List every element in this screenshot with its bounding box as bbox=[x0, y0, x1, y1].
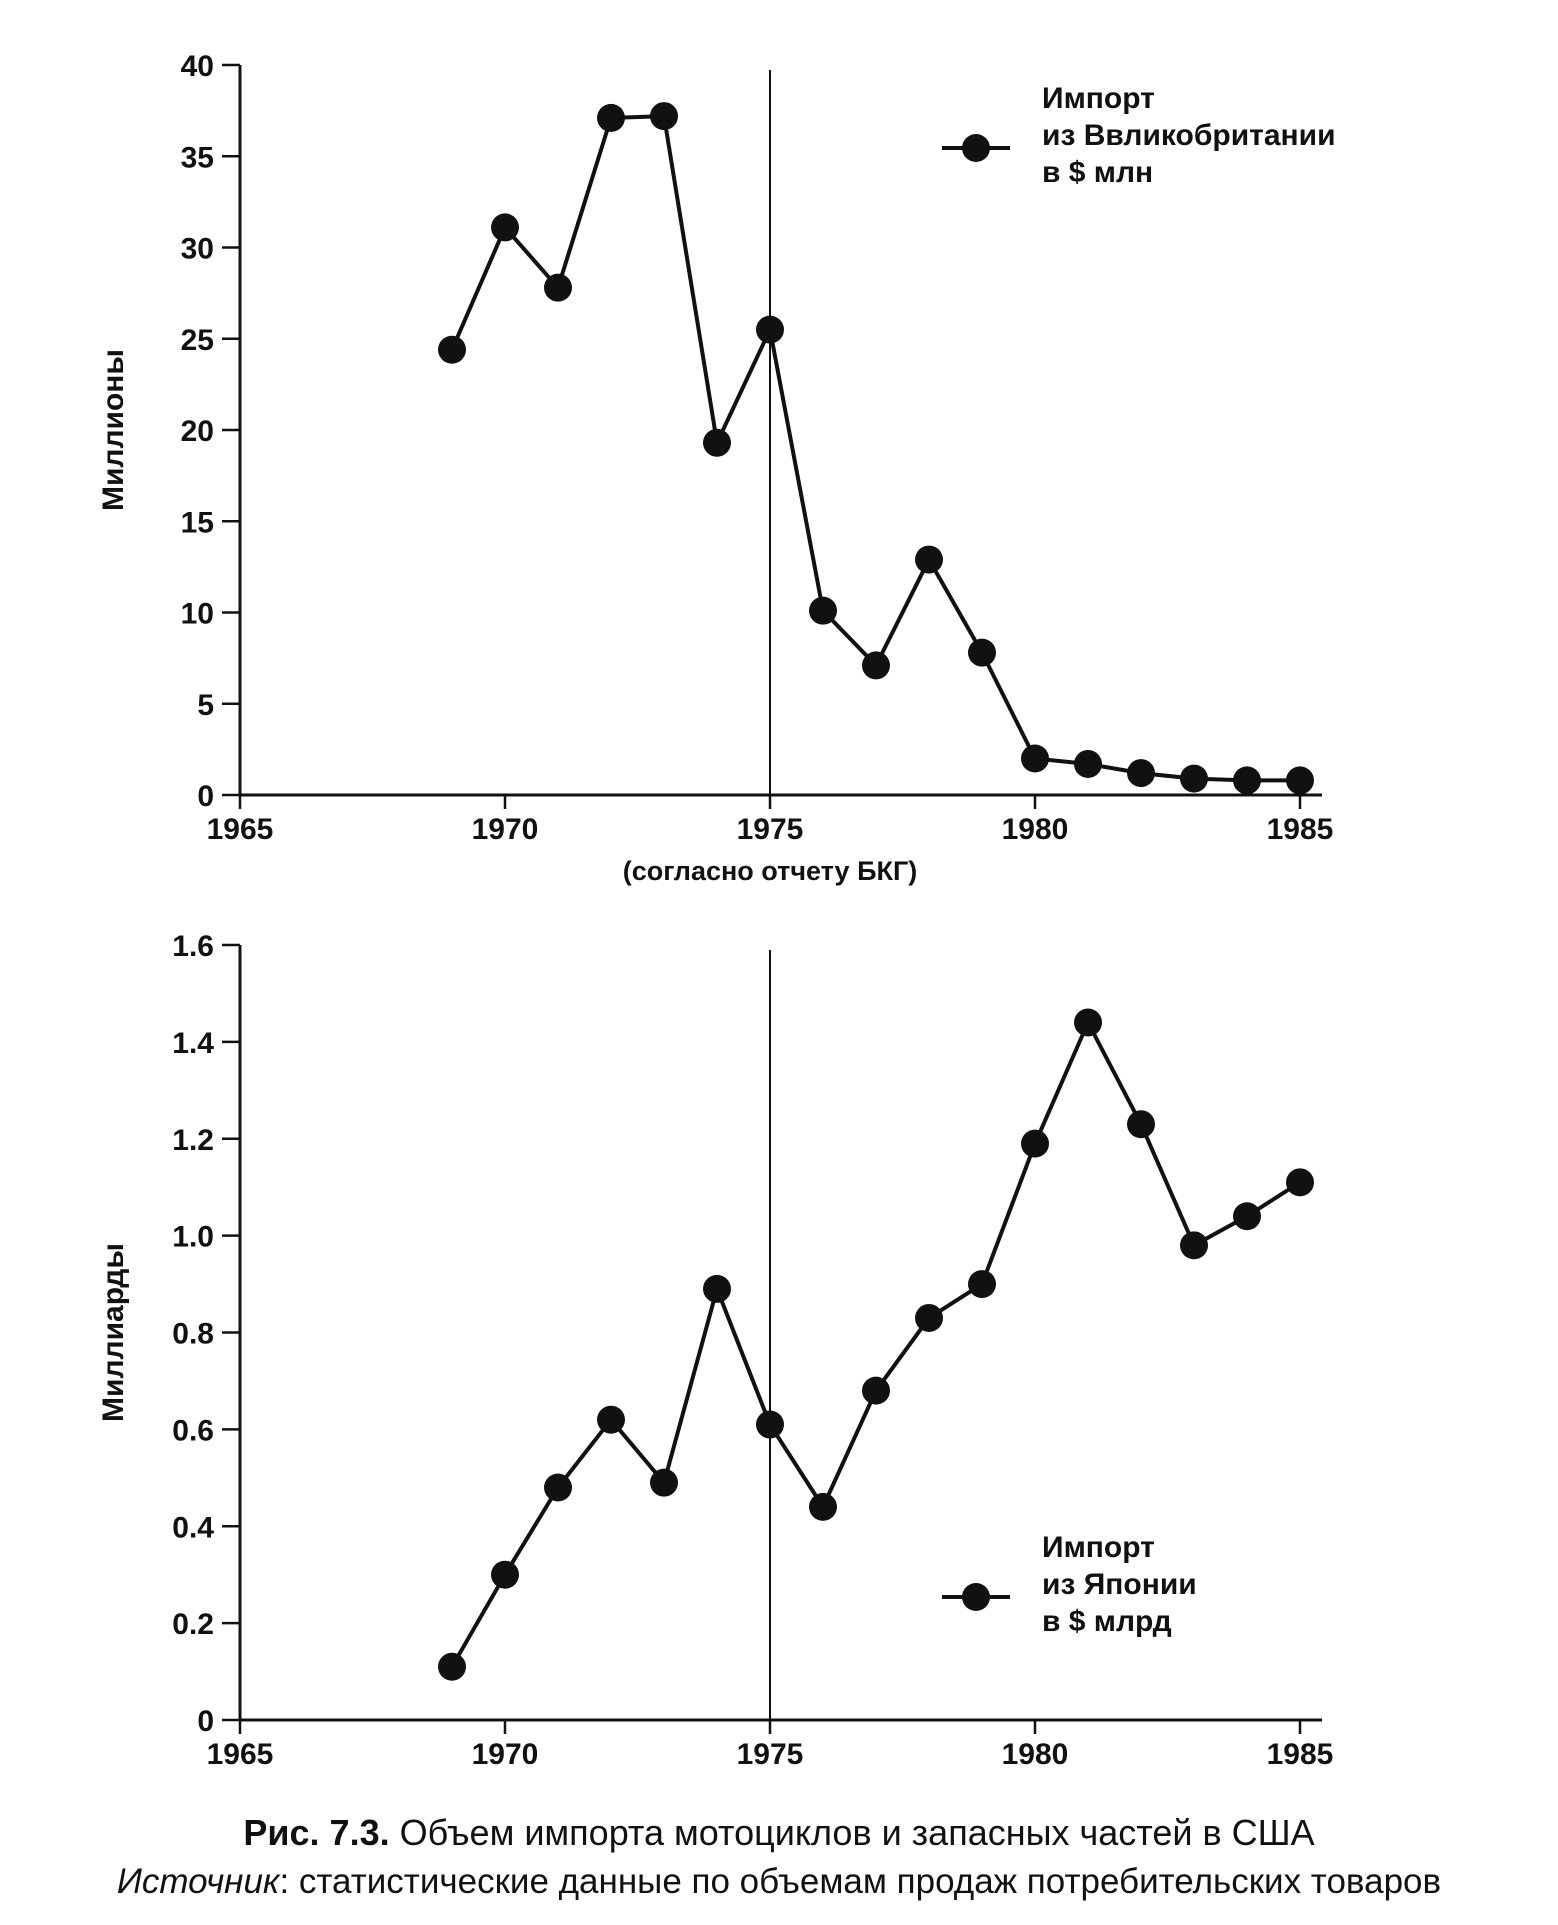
y-tick-label: 1.4 bbox=[172, 1027, 214, 1060]
figure-source: Источник: статистические данные по объем… bbox=[0, 1862, 1558, 1902]
y-tick-label: 0.4 bbox=[172, 1511, 214, 1544]
legend-marker bbox=[962, 134, 990, 162]
data-point bbox=[544, 273, 572, 302]
data-point bbox=[968, 1270, 996, 1299]
y-tick-label: 25 bbox=[181, 324, 214, 357]
x-axis-label: (согласно отчету БКГ) bbox=[623, 856, 918, 886]
data-point bbox=[597, 1405, 625, 1434]
y-axis-label: Миллиарды bbox=[97, 1243, 130, 1422]
x-tick-label: 1975 bbox=[737, 1738, 804, 1771]
x-tick-label: 1985 bbox=[1267, 1738, 1334, 1771]
legend-text: из Японии bbox=[1042, 1568, 1197, 1601]
data-point bbox=[491, 1560, 519, 1589]
chart-uk-imports: 0 5 10 15 20 25 30 35 40 1965 1970 1975 1980 1985 Милл… bbox=[97, 50, 1336, 886]
chart-japan-imports: 0 0.2 0.4 0.6 0.8 1.0 1.2 1.4 1.6 1965 1970 1975 198… bbox=[97, 930, 1333, 1771]
y-tick-label: 0.8 bbox=[172, 1318, 214, 1351]
legend-text: Импорт bbox=[1042, 1531, 1155, 1564]
y-tick-label: 40 bbox=[181, 50, 214, 83]
data-point bbox=[1180, 764, 1208, 793]
legend-text: в $ млн bbox=[1042, 156, 1153, 189]
data-point bbox=[1021, 744, 1049, 773]
x-tick-label: 1965 bbox=[207, 813, 274, 846]
data-point bbox=[809, 596, 837, 625]
data-point bbox=[438, 335, 466, 364]
figure-caption: Рис. 7.3. Объем импорта мотоциклов и зап… bbox=[0, 1812, 1558, 1854]
y-tick-label: 1.6 bbox=[172, 930, 214, 963]
y-tick-label: 35 bbox=[181, 141, 214, 174]
data-point bbox=[1286, 1168, 1314, 1197]
data-point bbox=[862, 651, 890, 680]
x-tick-label: 1975 bbox=[737, 813, 804, 846]
data-point bbox=[809, 1492, 837, 1521]
y-tick-label: 20 bbox=[181, 415, 214, 448]
legend: Импорт из Японии в $ млрд bbox=[942, 1531, 1197, 1638]
data-point bbox=[544, 1473, 572, 1502]
data-point bbox=[703, 1274, 731, 1303]
x-tick-label: 1970 bbox=[472, 1738, 539, 1771]
data-point bbox=[703, 428, 731, 457]
data-point bbox=[1127, 1110, 1155, 1139]
data-point bbox=[1180, 1231, 1208, 1260]
data-point bbox=[1021, 1129, 1049, 1158]
y-tick-label: 1.2 bbox=[172, 1124, 214, 1157]
data-point bbox=[1233, 766, 1261, 795]
y-tick-label: 0.6 bbox=[172, 1414, 214, 1447]
legend: Импорт из Ввликобритании в $ млн bbox=[942, 82, 1336, 189]
data-point bbox=[597, 103, 625, 132]
data-point bbox=[915, 1303, 943, 1332]
data-point bbox=[1074, 1008, 1102, 1037]
x-tick-label: 1970 bbox=[472, 813, 539, 846]
legend-text: Импорт bbox=[1042, 82, 1155, 115]
data-point bbox=[1286, 766, 1314, 795]
series-line bbox=[450, 114, 1300, 783]
x-tick-label: 1980 bbox=[1002, 1738, 1069, 1771]
data-point bbox=[756, 1410, 784, 1439]
y-tick-label: 10 bbox=[181, 598, 214, 631]
legend-marker bbox=[962, 1583, 990, 1611]
y-tick-label: 0 bbox=[197, 780, 214, 813]
x-tick-label: 1985 bbox=[1267, 813, 1334, 846]
data-point bbox=[1127, 759, 1155, 788]
source-label: Источник bbox=[116, 1862, 280, 1901]
x-tick-label: 1965 bbox=[207, 1738, 274, 1771]
y-tick-label: 1.0 bbox=[172, 1221, 214, 1254]
x-tick-label: 1980 bbox=[1002, 813, 1069, 846]
y-tick-label: 15 bbox=[181, 506, 214, 539]
data-point bbox=[756, 315, 784, 344]
y-tick-label: 30 bbox=[181, 233, 214, 266]
data-point bbox=[968, 638, 996, 667]
figure-number: Рис. 7.3. bbox=[243, 1812, 390, 1853]
data-point bbox=[862, 1376, 890, 1405]
legend-text: в $ млрд bbox=[1042, 1605, 1172, 1638]
legend-text: из Ввликобритании bbox=[1042, 119, 1336, 152]
y-axis-label: Миллионы bbox=[97, 349, 130, 511]
data-point bbox=[915, 545, 943, 574]
data-point bbox=[1074, 749, 1102, 778]
y-tick-label: 0 bbox=[197, 1705, 214, 1738]
figure-title: Объем импорта мотоциклов и запасных част… bbox=[399, 1812, 1315, 1853]
data-point bbox=[438, 1652, 466, 1681]
data-point bbox=[650, 102, 678, 131]
data-point bbox=[650, 1468, 678, 1497]
y-tick-label: 5 bbox=[197, 689, 214, 722]
y-tick-label: 0.2 bbox=[172, 1608, 214, 1641]
source-text: : статистические данные по объемам прода… bbox=[279, 1862, 1442, 1901]
data-point bbox=[1233, 1202, 1261, 1231]
data-point bbox=[491, 213, 519, 242]
